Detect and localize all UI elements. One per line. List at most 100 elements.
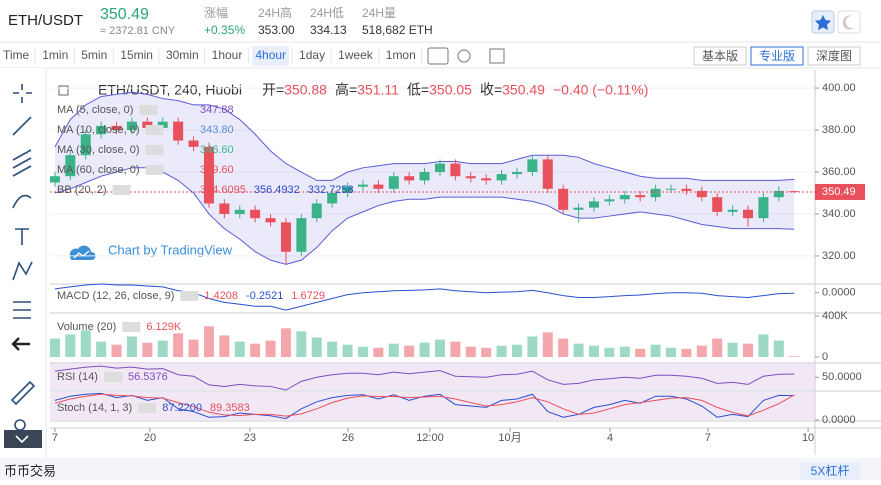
text-tool[interactable] bbox=[15, 228, 29, 245]
study-name: MA (30, close, 0) bbox=[57, 144, 140, 156]
study-name: Stoch (14, 1, 3) bbox=[57, 402, 132, 414]
brush-tool[interactable] bbox=[12, 194, 32, 209]
candle-body bbox=[727, 209, 738, 212]
candle-body bbox=[327, 192, 338, 204]
candle-body bbox=[404, 176, 415, 181]
study-value: 1.6729 bbox=[291, 290, 325, 302]
candle-body bbox=[773, 190, 784, 198]
volume-bar bbox=[373, 347, 384, 357]
candle-body bbox=[188, 140, 199, 147]
study-value: 6.129K bbox=[146, 321, 182, 333]
candle-body bbox=[96, 125, 107, 135]
fib-tool[interactable] bbox=[12, 149, 32, 177]
ohlc-label: 收= bbox=[480, 82, 502, 98]
volume-bar bbox=[404, 345, 415, 357]
footer-bar bbox=[0, 458, 881, 480]
screenshot-button[interactable] bbox=[489, 48, 505, 64]
interval-button[interactable]: 30min bbox=[166, 48, 199, 62]
interval-button[interactable]: 1hour bbox=[212, 48, 243, 62]
indicator-button[interactable] bbox=[427, 47, 449, 65]
watermark: Chart by TradingView bbox=[108, 242, 233, 257]
view-button[interactable] bbox=[807, 46, 861, 66]
volume-bar bbox=[250, 343, 261, 357]
interval-button[interactable]: 1mon bbox=[386, 48, 416, 62]
last-price-label: 350.49 bbox=[822, 186, 856, 198]
ohlc-label: 低= bbox=[407, 82, 429, 98]
interval-button[interactable]: 1week bbox=[338, 48, 374, 62]
indicator-line bbox=[54, 283, 795, 311]
volume-bar bbox=[573, 343, 584, 357]
study-controls bbox=[139, 105, 158, 115]
volume-bar bbox=[142, 342, 153, 357]
pattern-tool[interactable] bbox=[12, 261, 33, 281]
interval-button[interactable]: 4hour bbox=[255, 48, 286, 62]
crosshair-tool[interactable] bbox=[13, 84, 32, 103]
volume-bar bbox=[665, 347, 676, 357]
leverage-button[interactable] bbox=[800, 462, 860, 480]
volume-bar bbox=[481, 347, 492, 357]
stat-label: 涨幅 bbox=[204, 5, 228, 20]
candle-body bbox=[681, 188, 692, 191]
candle-body bbox=[373, 184, 384, 189]
view-button[interactable] bbox=[693, 46, 747, 66]
volume-bar bbox=[419, 342, 430, 357]
candle-body bbox=[481, 178, 492, 181]
y-tick-label: 400K bbox=[822, 310, 848, 322]
ohlc-value: 350.49 bbox=[502, 82, 545, 98]
settings-button[interactable] bbox=[457, 49, 471, 63]
volume-bar bbox=[265, 340, 276, 357]
collapse-button[interactable] bbox=[4, 430, 42, 448]
view-label: 专业版 bbox=[759, 48, 795, 63]
candle-body bbox=[111, 125, 122, 131]
candle-body bbox=[203, 146, 214, 204]
y-tick-label: 0.0000 bbox=[822, 287, 856, 299]
volume-bar bbox=[465, 346, 476, 357]
star-icon bbox=[815, 15, 831, 31]
active-interval bbox=[252, 46, 290, 66]
study-controls bbox=[112, 185, 131, 195]
prediction-tool[interactable] bbox=[13, 301, 31, 319]
stat-value: 334.13 bbox=[310, 23, 347, 37]
study-value: 343.80 bbox=[200, 124, 234, 136]
volume-bar bbox=[296, 331, 307, 357]
study-name: MACD (12, 26, close, 9) bbox=[57, 290, 174, 302]
stat-value: +0.35% bbox=[204, 23, 245, 37]
footer-tab[interactable]: 币币交易 bbox=[4, 463, 56, 478]
study-value: -0.2521 bbox=[246, 290, 283, 302]
stat-label: 24H高 bbox=[258, 5, 292, 20]
collapse-legend[interactable] bbox=[58, 85, 69, 96]
volume-bar bbox=[111, 344, 122, 357]
study-value: 347.88 bbox=[200, 104, 234, 116]
candle-body bbox=[434, 163, 445, 173]
theme-button[interactable] bbox=[837, 10, 861, 34]
ohlc-value: 350.88 bbox=[284, 82, 327, 98]
ruler-tool[interactable] bbox=[10, 380, 36, 406]
study-controls bbox=[138, 403, 157, 413]
trendline-tool[interactable] bbox=[12, 116, 32, 136]
volume-bar bbox=[650, 344, 661, 357]
interval-button[interactable]: Time bbox=[3, 48, 30, 62]
interval-button[interactable]: 15min bbox=[120, 48, 153, 62]
candle-body bbox=[49, 176, 60, 183]
study-name: MA (5, close, 0) bbox=[57, 104, 133, 116]
interval-button[interactable]: 1min bbox=[42, 48, 68, 62]
candle-body bbox=[157, 121, 168, 128]
volume-bar bbox=[727, 342, 738, 357]
back-tool[interactable] bbox=[11, 337, 30, 351]
study-name: RSI (14) bbox=[57, 371, 98, 383]
candle-body bbox=[450, 163, 461, 177]
change: −0.40 (−0.11%) bbox=[553, 82, 648, 98]
candle-body bbox=[465, 176, 476, 179]
interval-button[interactable]: 1day bbox=[299, 48, 325, 62]
view-button[interactable] bbox=[750, 46, 804, 66]
candle-body bbox=[588, 201, 599, 208]
volume-bar bbox=[773, 340, 784, 357]
volume-bar bbox=[496, 345, 507, 357]
last-price: 350.49 bbox=[100, 6, 149, 23]
volume-bar bbox=[388, 343, 399, 357]
candle-body bbox=[296, 218, 307, 252]
interval-button[interactable]: 5min bbox=[81, 48, 107, 62]
volume-bar bbox=[357, 346, 368, 357]
study-value: 56.5376 bbox=[128, 371, 168, 383]
drawing-toolbar bbox=[0, 68, 46, 458]
